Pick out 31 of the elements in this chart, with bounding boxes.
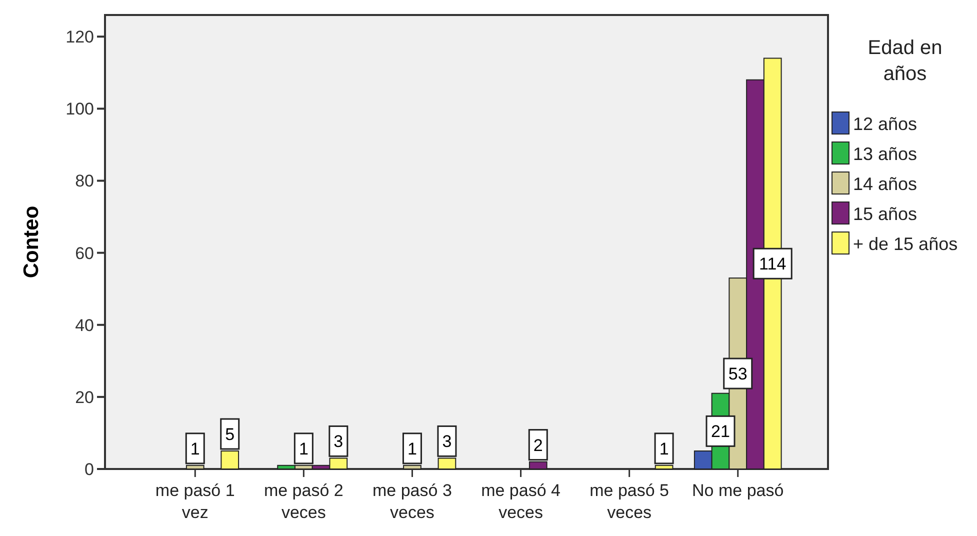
y-tick-label: 80 [75,172,94,191]
x-tick-label: No me pasó [692,481,784,500]
y-tick-label: 60 [75,244,94,263]
y-axis-title: Conteo [20,206,43,278]
legend-label: 12 años [853,114,918,134]
y-tick-label: 120 [66,28,94,47]
data-label: 3 [334,432,344,452]
data-label: 1 [407,439,417,458]
data-label: 1 [190,439,200,458]
y-tick-label: 100 [66,100,94,119]
data-label: 21 [711,422,730,442]
data-label: 5 [225,424,235,444]
y-tick-label: 0 [84,460,94,479]
y-tick-label: 40 [75,316,94,335]
x-tick-label: me pasó 1 vez [155,481,235,522]
legend-label: 14 años [853,174,918,194]
data-label: 53 [728,364,748,384]
legend-label: + de 15 años [853,234,958,254]
x-tick-label: me pasó 3 veces [372,481,452,522]
legend-label: 15 años [853,204,918,224]
y-tick-label: 20 [75,388,94,407]
data-label: 3 [442,432,452,452]
x-tick-label: me pasó 5 veces [590,481,670,522]
data-label: 114 [759,254,786,274]
data-label: 1 [298,439,308,458]
data-label: 2 [533,436,543,455]
legend-label: 13 años [853,144,918,164]
x-tick-label: me pasó 2 veces [264,481,344,522]
x-tick-label: me pasó 4 veces [481,481,560,522]
data-label: 1 [659,439,669,458]
legend-title: Edad en años [868,37,942,85]
